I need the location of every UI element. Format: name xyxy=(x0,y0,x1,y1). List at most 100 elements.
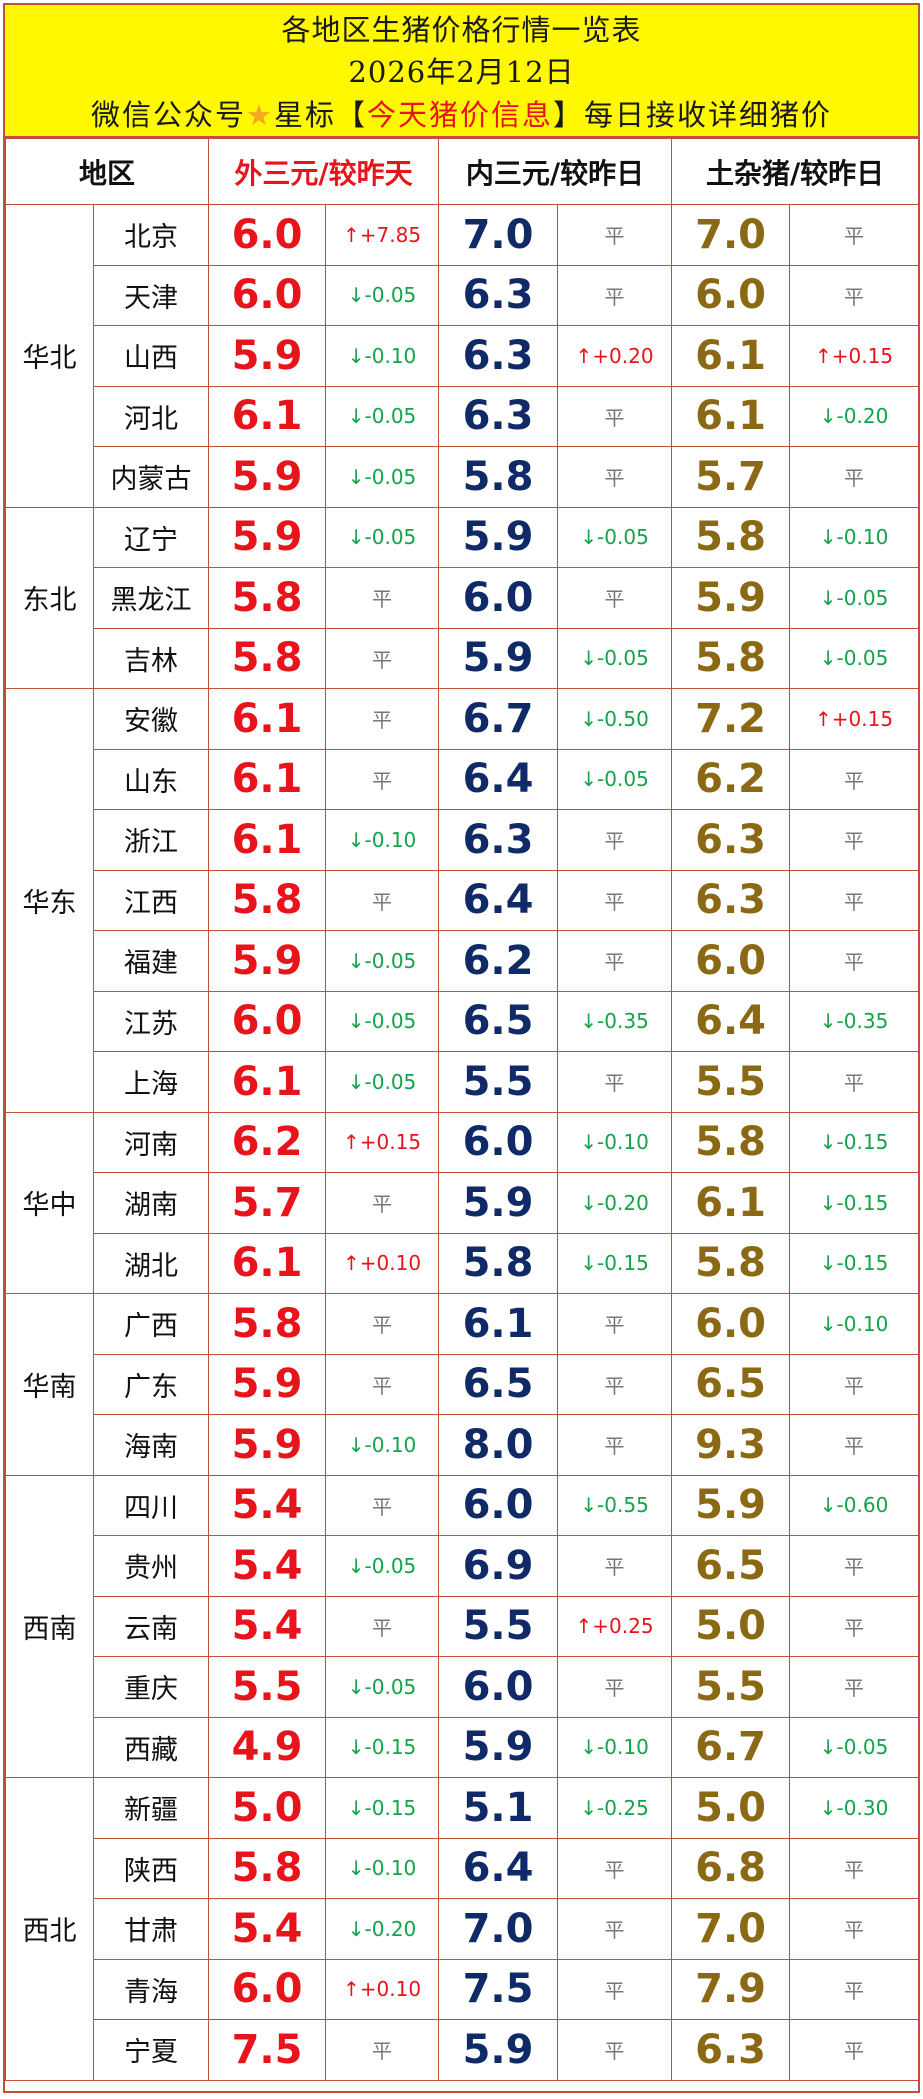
province-name: 江西 xyxy=(92,869,210,931)
in-change: 平 xyxy=(557,809,673,871)
province-name: 吉林 xyxy=(92,627,210,689)
province-name: 甘肃 xyxy=(92,1898,210,1960)
tu-change: 平 xyxy=(789,869,920,931)
region-name: 华南 xyxy=(5,1293,94,1476)
table-row: 西南 四川 5.4 平 6.0 ↓-0.55 5.9 ↓-0.60 xyxy=(5,1474,920,1778)
in-price: 6.4 xyxy=(438,748,559,810)
out-change: ↓-0.15 xyxy=(325,1716,440,1778)
tu-price: 6.1 xyxy=(671,325,791,387)
tu-price: 6.1 xyxy=(671,1172,791,1234)
in-change: ↓-0.10 xyxy=(557,1716,673,1778)
out-price: 6.1 xyxy=(208,748,327,810)
tu-price: 6.2 xyxy=(671,748,791,810)
out-change: ↓-0.10 xyxy=(325,1414,440,1476)
tu-change: 平 xyxy=(789,748,920,810)
star-icon: ★ xyxy=(245,98,274,132)
tu-change: 平 xyxy=(789,1595,920,1657)
out-price: 5.8 xyxy=(208,1293,327,1355)
in-change: 平 xyxy=(557,2019,673,2081)
out-price: 4.9 xyxy=(208,1716,327,1778)
table-row: 西藏 4.9 ↓-0.15 5.9 ↓-0.10 6.7 ↓-0.05 xyxy=(6,1716,920,1778)
table-row: 云南 5.4 平 5.5 ↑+0.25 5.0 平 xyxy=(6,1595,920,1657)
region-name: 华北 xyxy=(5,204,94,508)
table-row: 重庆 5.5 ↓-0.05 6.0 平 5.5 平 xyxy=(6,1656,920,1718)
tu-price: 5.9 xyxy=(671,567,791,629)
tu-change: 平 xyxy=(789,930,920,992)
out-price: 6.1 xyxy=(208,809,327,871)
tu-change: 平 xyxy=(789,1051,920,1113)
table-row: 华中 河南 6.2 ↑+0.15 6.0 ↓-0.10 5.8 ↓-0.15 xyxy=(5,1111,920,1294)
tu-price: 5.8 xyxy=(671,1111,791,1173)
tu-change: ↓-0.05 xyxy=(789,1716,920,1778)
tu-change: ↓-0.05 xyxy=(789,567,920,629)
table-row: 山西 5.9 ↓-0.10 6.3 ↑+0.20 6.1 ↑+0.15 xyxy=(6,325,920,387)
bracket-open: 【 xyxy=(335,98,367,132)
tu-change: ↑+0.15 xyxy=(789,325,920,387)
province-name: 浙江 xyxy=(92,809,210,871)
table-row: 浙江 6.1 ↓-0.10 6.3 平 6.3 平 xyxy=(6,809,920,871)
province-name: 四川 xyxy=(92,1474,210,1536)
in-change: 平 xyxy=(557,385,673,447)
out-price: 6.1 xyxy=(208,385,327,447)
province-name: 广西 xyxy=(92,1293,210,1355)
tu-change: 平 xyxy=(789,446,920,508)
table-row: 天津 6.0 ↓-0.05 6.3 平 6.0 平 xyxy=(6,264,920,326)
province-name: 云南 xyxy=(92,1595,210,1657)
province-name: 上海 xyxy=(92,1051,210,1113)
out-price: 6.2 xyxy=(208,1111,327,1173)
province-name: 山西 xyxy=(92,325,210,387)
in-change: 平 xyxy=(557,567,673,629)
table-row: 内蒙古 5.9 ↓-0.05 5.8 平 5.7 平 xyxy=(6,446,920,508)
report-date: 2026年2月12日 xyxy=(348,55,575,89)
out-price: 6.1 xyxy=(208,688,327,750)
price-sheet: 各地区生猪价格行情一览表 2026年2月12日 微信公众号★星标【今天猪价信息】… xyxy=(3,3,920,2093)
in-price: 5.8 xyxy=(438,446,559,508)
province-name: 安徽 xyxy=(92,688,210,750)
province-name: 山东 xyxy=(92,748,210,810)
out-change: ↓-0.05 xyxy=(325,446,440,508)
out-price: 5.9 xyxy=(208,930,327,992)
out-change: ↓-0.10 xyxy=(325,809,440,871)
tu-price: 6.0 xyxy=(671,264,791,326)
in-change: ↓-0.05 xyxy=(557,627,673,689)
in-price: 5.8 xyxy=(438,1232,559,1294)
region-name: 西南 xyxy=(5,1474,94,1778)
price-table-body: 华北 北京 6.0 ↑+7.85 7.0 平 7.0 平天津 6.0 ↓-0.05 6.3 平 6.0 平… xyxy=(5,204,920,2081)
region-name: 华东 xyxy=(5,688,94,1113)
table-row: 西北 新疆 5.0 ↓-0.15 5.1 ↓-0.25 5.0 ↓-0.30 xyxy=(5,1777,920,2081)
tu-change: 平 xyxy=(789,809,920,871)
out-price: 5.4 xyxy=(208,1474,327,1536)
in-change: ↓-0.15 xyxy=(557,1232,673,1294)
out-change: ↓-0.10 xyxy=(325,1837,440,1899)
tu-change: 平 xyxy=(789,264,920,326)
table-row: 广东 5.9 平 6.5 平 6.5 平 xyxy=(6,1353,920,1415)
province-name: 海南 xyxy=(92,1414,210,1476)
province-name: 北京 xyxy=(92,204,210,266)
out-change: 平 xyxy=(325,567,440,629)
out-change: ↓-0.10 xyxy=(325,325,440,387)
in-price: 6.3 xyxy=(438,264,559,326)
tu-change: ↓-0.30 xyxy=(789,1777,920,1839)
in-price: 6.0 xyxy=(438,1474,559,1536)
out-price: 6.0 xyxy=(208,1958,327,2020)
table-row: 上海 6.1 ↓-0.05 5.5 平 5.5 平 xyxy=(6,1051,920,1113)
column-header-region: 地区 xyxy=(4,138,210,205)
tu-price: 6.7 xyxy=(671,1716,791,1778)
tu-price: 6.3 xyxy=(671,869,791,931)
in-price: 5.1 xyxy=(438,1777,559,1839)
tu-price: 5.5 xyxy=(671,1051,791,1113)
in-price: 6.5 xyxy=(438,1353,559,1415)
tu-price: 5.0 xyxy=(671,1595,791,1657)
tu-change: 平 xyxy=(789,1535,920,1597)
in-price: 5.9 xyxy=(438,1172,559,1234)
tu-price: 6.1 xyxy=(671,385,791,447)
tu-price: 5.8 xyxy=(671,506,791,568)
out-price: 5.9 xyxy=(208,1353,327,1415)
province-name: 江苏 xyxy=(92,990,210,1052)
in-price: 5.9 xyxy=(438,1716,559,1778)
in-change: ↓-0.50 xyxy=(557,688,673,750)
tu-price: 7.9 xyxy=(671,1958,791,2020)
in-change: 平 xyxy=(557,1898,673,1960)
in-price: 7.0 xyxy=(438,204,559,266)
in-change: ↓-0.25 xyxy=(557,1777,673,1839)
